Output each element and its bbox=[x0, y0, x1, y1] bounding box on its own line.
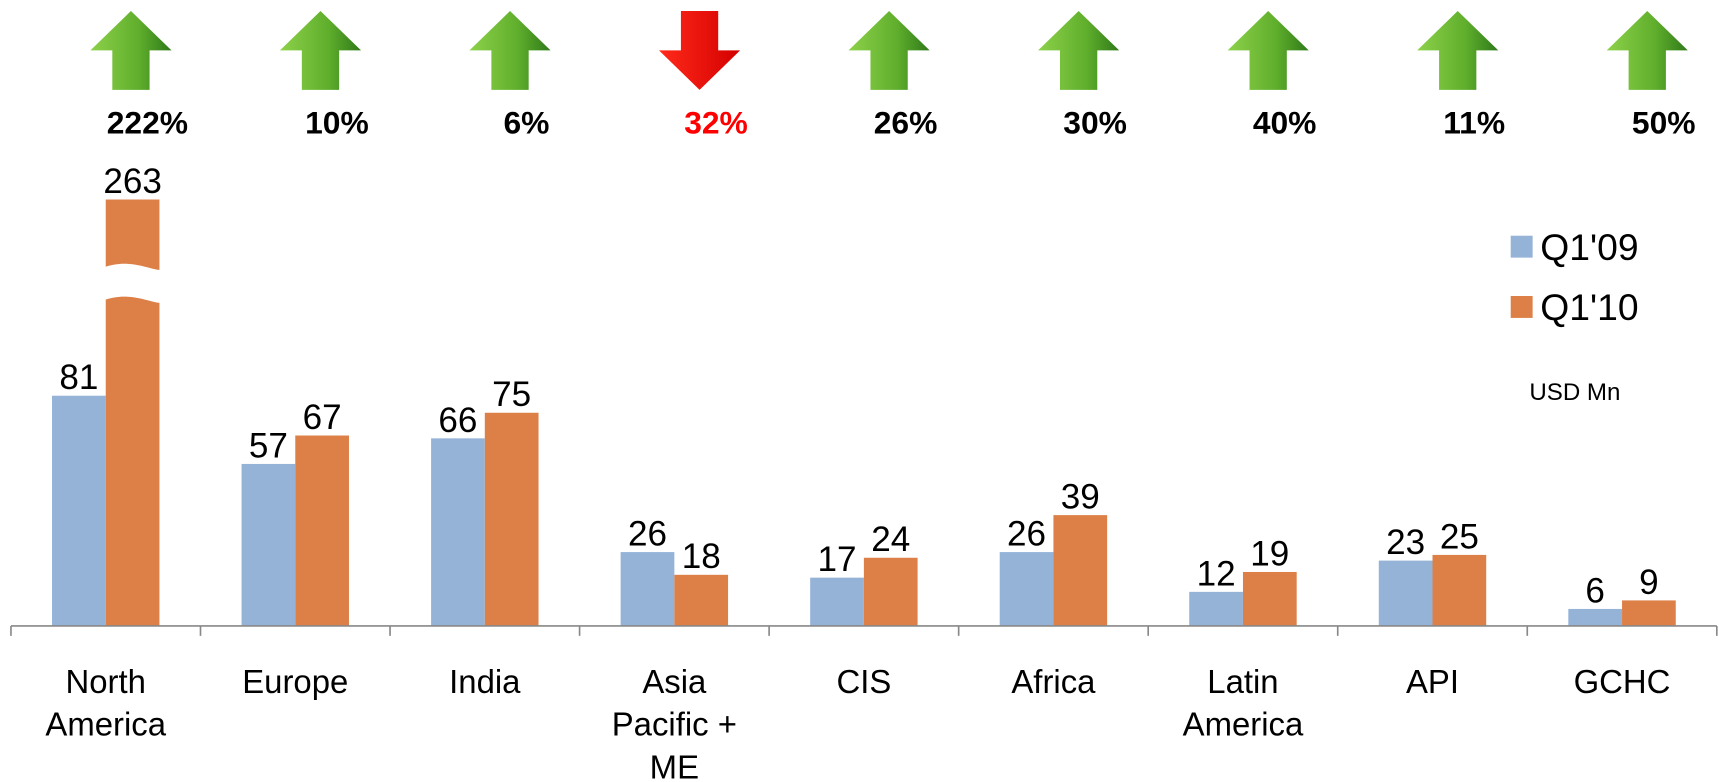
data-label: 23 bbox=[1386, 523, 1425, 562]
data-label: 25 bbox=[1440, 517, 1479, 556]
bar bbox=[1189, 591, 1243, 626]
data-label: 24 bbox=[871, 520, 910, 559]
bar bbox=[52, 395, 106, 626]
bar bbox=[241, 463, 296, 626]
down-arrow bbox=[658, 10, 741, 90]
bar bbox=[863, 557, 918, 626]
data-label: 81 bbox=[59, 358, 98, 397]
bar bbox=[295, 435, 349, 626]
data-label: 19 bbox=[1250, 534, 1289, 573]
up-arrow bbox=[90, 10, 172, 90]
x-tick-label: Asia Pacific + ME bbox=[611, 664, 737, 782]
up-arrow bbox=[1227, 10, 1309, 90]
change-label: 11% bbox=[1443, 105, 1505, 141]
data-label: 26 bbox=[628, 514, 667, 553]
x-tick-label: API bbox=[1405, 664, 1459, 701]
bar bbox=[810, 577, 864, 626]
data-label: 26 bbox=[1007, 514, 1046, 553]
data-label: 17 bbox=[818, 540, 857, 579]
data-label: 9 bbox=[1639, 563, 1659, 602]
change-label: 222% bbox=[107, 105, 188, 141]
change-label: 32% bbox=[684, 105, 748, 141]
x-tick-label: GCHC bbox=[1573, 664, 1671, 701]
change-label: 50% bbox=[1632, 105, 1696, 141]
legend-label: Q1'10 bbox=[1540, 286, 1638, 328]
bars bbox=[52, 199, 1676, 626]
x-tick-label: Latin America bbox=[1182, 664, 1304, 744]
axis-break bbox=[103, 263, 164, 303]
data-label: 18 bbox=[682, 537, 721, 576]
data-label: 67 bbox=[303, 398, 342, 437]
bar bbox=[1378, 560, 1433, 626]
up-arrow bbox=[848, 10, 930, 90]
x-tick-label: North America bbox=[45, 664, 167, 744]
change-label: 30% bbox=[1063, 105, 1127, 141]
bar bbox=[999, 552, 1054, 626]
up-arrow bbox=[1606, 10, 1688, 90]
data-label: 66 bbox=[438, 401, 477, 440]
up-arrow bbox=[469, 10, 551, 90]
up-arrow bbox=[1038, 10, 1120, 90]
change-label: 40% bbox=[1253, 105, 1317, 141]
bar bbox=[620, 552, 675, 626]
legend-swatch bbox=[1510, 235, 1533, 258]
change-label: 26% bbox=[874, 105, 938, 141]
bar bbox=[674, 574, 729, 626]
change-label: 6% bbox=[503, 105, 549, 141]
unit-note: USD Mn bbox=[1529, 379, 1620, 406]
bar bbox=[431, 438, 485, 626]
change-label: 10% bbox=[305, 105, 369, 141]
x-tick-label: Africa bbox=[1011, 664, 1096, 701]
up-arrow bbox=[1417, 10, 1499, 90]
data-label: 263 bbox=[103, 162, 162, 201]
bar bbox=[1242, 571, 1297, 626]
up-arrow bbox=[279, 10, 362, 90]
bar bbox=[1053, 515, 1108, 626]
data-label: 57 bbox=[249, 426, 288, 465]
legend-swatch bbox=[1510, 296, 1533, 318]
data-label: 6 bbox=[1585, 571, 1605, 610]
bar bbox=[1622, 600, 1676, 626]
bar bbox=[1568, 608, 1623, 626]
data-label: 75 bbox=[492, 375, 531, 414]
data-label: 39 bbox=[1061, 478, 1100, 517]
x-tick-label: CIS bbox=[836, 664, 892, 701]
bar bbox=[484, 412, 539, 626]
legend-label: Q1'09 bbox=[1540, 226, 1638, 268]
x-tick-label: Europe bbox=[242, 664, 349, 701]
x-tick-label: India bbox=[449, 664, 521, 701]
bar bbox=[105, 199, 160, 626]
data-label: 12 bbox=[1197, 554, 1236, 593]
bar bbox=[1432, 554, 1487, 626]
